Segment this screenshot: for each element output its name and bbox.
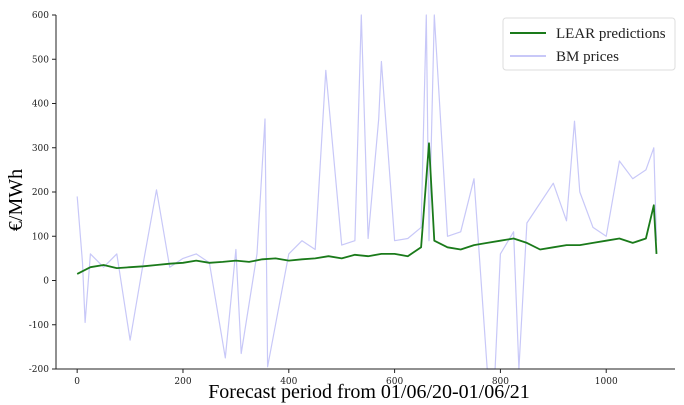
y-tick-label: 600 <box>32 11 49 21</box>
y-tick-label: -100 <box>29 321 49 331</box>
y-tick-label: 100 <box>32 232 49 242</box>
lear-predictions-line <box>76 142 658 275</box>
y-tick-label: 200 <box>32 188 49 198</box>
y-tick-label: -200 <box>29 365 49 375</box>
x-tick-label: 600 <box>386 377 403 387</box>
x-tick-label: 200 <box>174 377 191 387</box>
x-tick-label: 1000 <box>595 377 618 387</box>
y-ticks: -200 -100 0 100 200 300 400 500 600 <box>29 11 56 375</box>
legend-label-bm: BM prices <box>556 49 619 65</box>
legend: LEAR predictions BM prices <box>502 17 676 71</box>
y-tick-label: 400 <box>32 100 49 110</box>
x-axis-title: Forecast period from 01/06/20-01/06/21 <box>208 381 530 403</box>
y-tick-label: 0 <box>43 277 49 287</box>
x-tick-label: 800 <box>492 377 509 387</box>
bm-series-layer <box>76 14 658 370</box>
x-tick-label: 0 <box>74 377 80 387</box>
y-tick-label: 500 <box>32 55 49 65</box>
x-tick-label: 400 <box>280 377 297 387</box>
x-ticks: 0 200 400 600 800 1000 <box>74 369 618 387</box>
y-tick-label: 300 <box>32 144 49 154</box>
lear-series-layer <box>76 142 658 275</box>
y-axis-title: €/MWh <box>5 169 27 231</box>
legend-label-lear: LEAR predictions <box>556 26 666 42</box>
bm-prices-line <box>76 14 658 370</box>
